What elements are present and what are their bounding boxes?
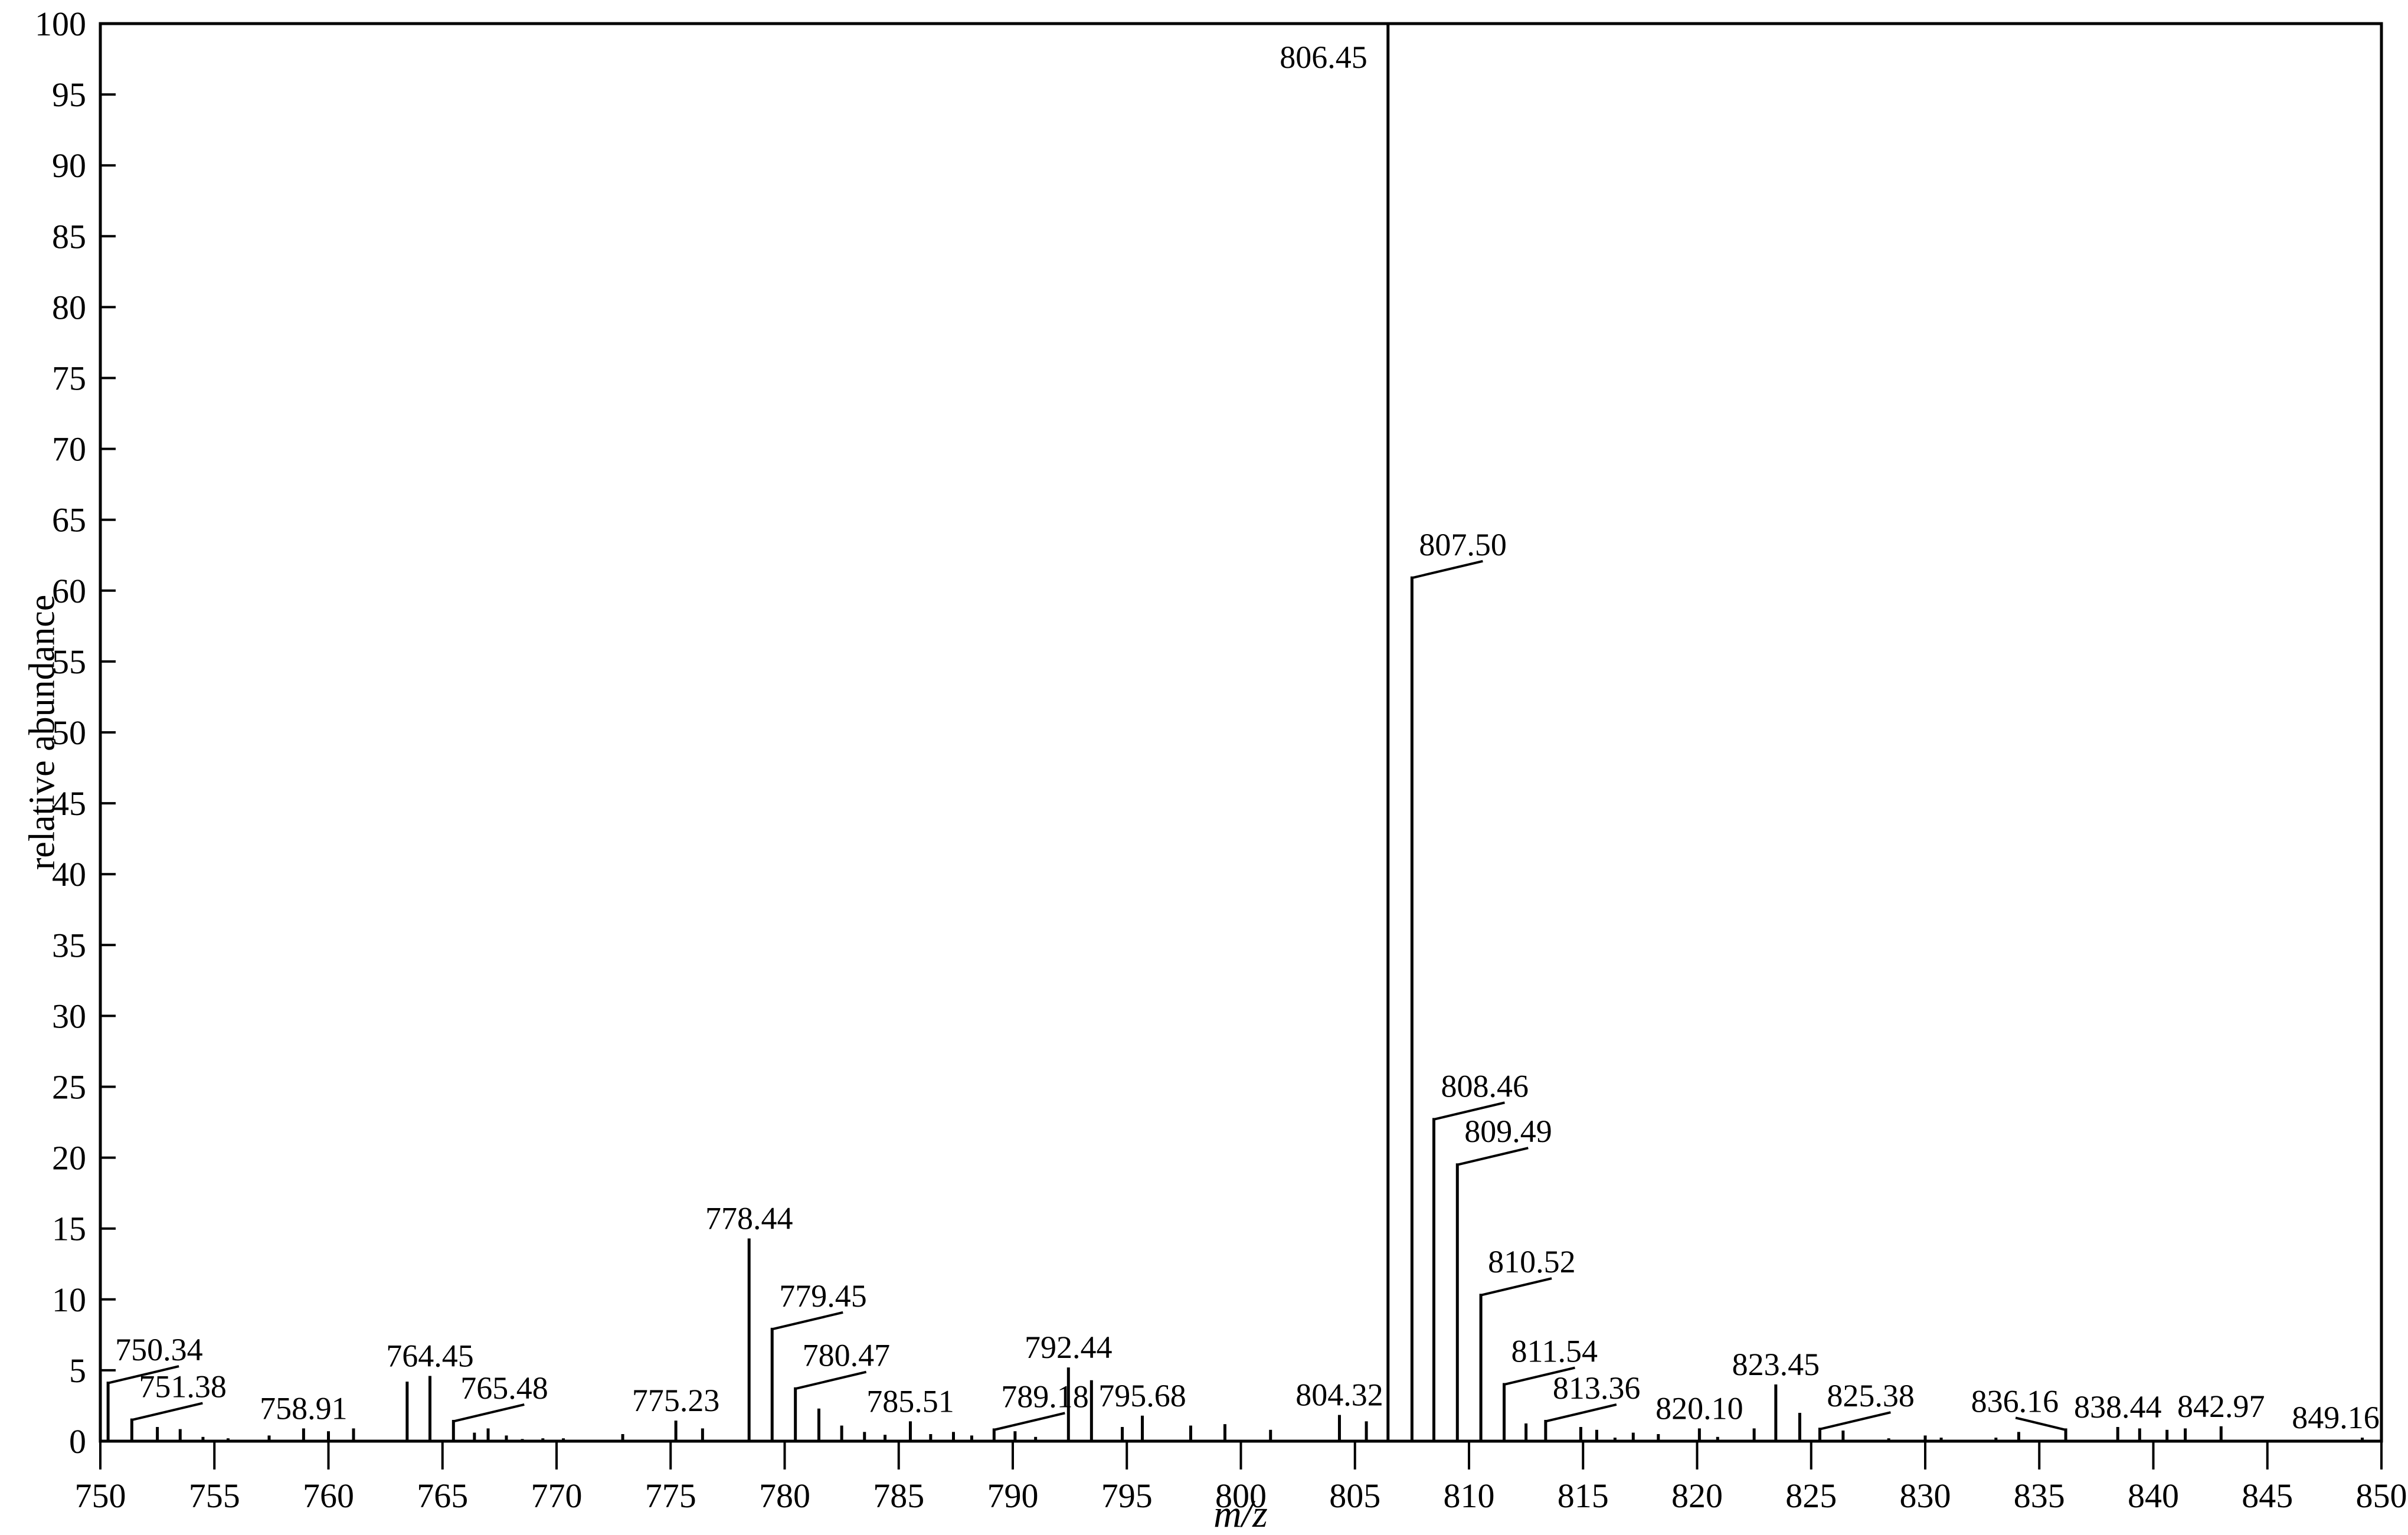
peak-label: 836.16 [1971, 1383, 2059, 1419]
y-tick-label: 0 [69, 1422, 86, 1461]
x-tick-label: 840 [2128, 1477, 2179, 1515]
peak-label: 795.68 [1098, 1378, 1186, 1413]
y-tick-label: 100 [35, 5, 86, 43]
peak-label: 825.38 [1827, 1378, 1915, 1413]
peak-label: 838.44 [2074, 1389, 2162, 1425]
leader-line [1481, 1277, 1552, 1297]
leader-line [1412, 559, 1483, 579]
y-tick-label: 20 [52, 1139, 86, 1177]
y-axis-title: relative abundance [22, 594, 63, 870]
y-tick-label: 50 [52, 714, 86, 752]
x-tick-label: 845 [2242, 1477, 2293, 1515]
x-tick-label: 805 [1329, 1477, 1380, 1515]
peak-label: 764.45 [386, 1338, 474, 1374]
x-tick-label: 790 [987, 1477, 1039, 1515]
peak-label: 811.54 [1511, 1334, 1598, 1369]
peak-label: 750.34 [115, 1332, 202, 1367]
x-tick-label: 750 [75, 1477, 126, 1515]
x-tick-label: 815 [1558, 1477, 1609, 1515]
y-tick-label: 75 [52, 359, 86, 398]
peak-label: 758.91 [260, 1390, 348, 1426]
x-tick-label: 780 [759, 1477, 810, 1515]
peak-label: 765.48 [460, 1370, 548, 1406]
y-tick-label: 35 [52, 926, 86, 964]
peak-label: 780.47 [803, 1338, 891, 1373]
x-tick-label: 795 [1101, 1477, 1153, 1515]
peak-label: 813.36 [1553, 1370, 1641, 1406]
plot-border [99, 22, 2383, 1443]
x-axis-title: m/z [1213, 1493, 1268, 1535]
y-tick-label: 10 [52, 1281, 86, 1319]
y-tick-label: 25 [52, 1068, 86, 1107]
y-tick-label: 85 [52, 217, 86, 256]
peak-label: 823.45 [1732, 1347, 1820, 1382]
peak-label: 807.50 [1419, 527, 1507, 562]
peak-label: 775.23 [632, 1383, 720, 1418]
y-tick-label: 70 [52, 430, 86, 469]
peak-label: 792.44 [1025, 1330, 1113, 1365]
leader-line [1435, 1101, 1505, 1121]
leader-line [132, 1402, 203, 1421]
leader-line [2015, 1416, 2065, 1431]
peak-label: 785.51 [866, 1383, 954, 1419]
leader-line [994, 1412, 1065, 1431]
y-tick-label: 45 [52, 784, 86, 823]
y-tick-label: 90 [52, 146, 86, 185]
x-tick-label: 800 [1215, 1477, 1267, 1515]
x-tick-label: 770 [531, 1477, 583, 1515]
y-tick-label: 5 [69, 1351, 86, 1390]
x-tick-label: 830 [1900, 1477, 1951, 1515]
peak-label: 789.18 [1001, 1379, 1089, 1414]
y-tick-label: 95 [52, 76, 86, 114]
x-tick-label: 850 [2356, 1477, 2407, 1515]
peak-label: 778.44 [705, 1201, 793, 1236]
peak-label: 810.52 [1488, 1244, 1576, 1279]
x-tick-label: 825 [1785, 1477, 1837, 1515]
leader-line [1820, 1411, 1891, 1431]
y-tick-label: 55 [52, 643, 86, 681]
leader-line [773, 1311, 843, 1330]
y-tick-label: 40 [52, 855, 86, 893]
y-tick-label: 80 [52, 288, 86, 326]
peak-label: 808.46 [1441, 1068, 1529, 1104]
x-tick-label: 835 [2014, 1477, 2065, 1515]
peak-label: 804.32 [1295, 1377, 1383, 1413]
x-tick-label: 820 [1671, 1477, 1723, 1515]
peak-label: 820.10 [1656, 1390, 1743, 1426]
leader-line [1546, 1403, 1617, 1422]
x-tick-label: 760 [303, 1477, 354, 1515]
x-tick-label: 775 [645, 1477, 696, 1515]
peak-label: 809.49 [1464, 1114, 1552, 1149]
leader-line [454, 1403, 525, 1422]
peak-label: 806.45 [1280, 40, 1367, 75]
leader-line [796, 1370, 867, 1390]
x-tick-label: 755 [189, 1477, 240, 1515]
peak-label: 849.16 [2292, 1400, 2380, 1435]
peak-label: 751.38 [139, 1369, 227, 1405]
peak-label: 842.97 [2177, 1389, 2265, 1424]
y-tick-label: 60 [52, 572, 86, 610]
leader-line [1505, 1366, 1575, 1386]
peak-label: 779.45 [779, 1278, 867, 1314]
x-tick-label: 785 [873, 1477, 924, 1515]
x-tick-label: 765 [417, 1477, 468, 1515]
leader-line [109, 1365, 179, 1385]
y-tick-label: 30 [52, 997, 86, 1035]
x-tick-label: 810 [1444, 1477, 1495, 1515]
y-tick-label: 15 [52, 1210, 86, 1248]
y-tick-label: 65 [52, 501, 86, 539]
leader-line [1458, 1147, 1529, 1166]
